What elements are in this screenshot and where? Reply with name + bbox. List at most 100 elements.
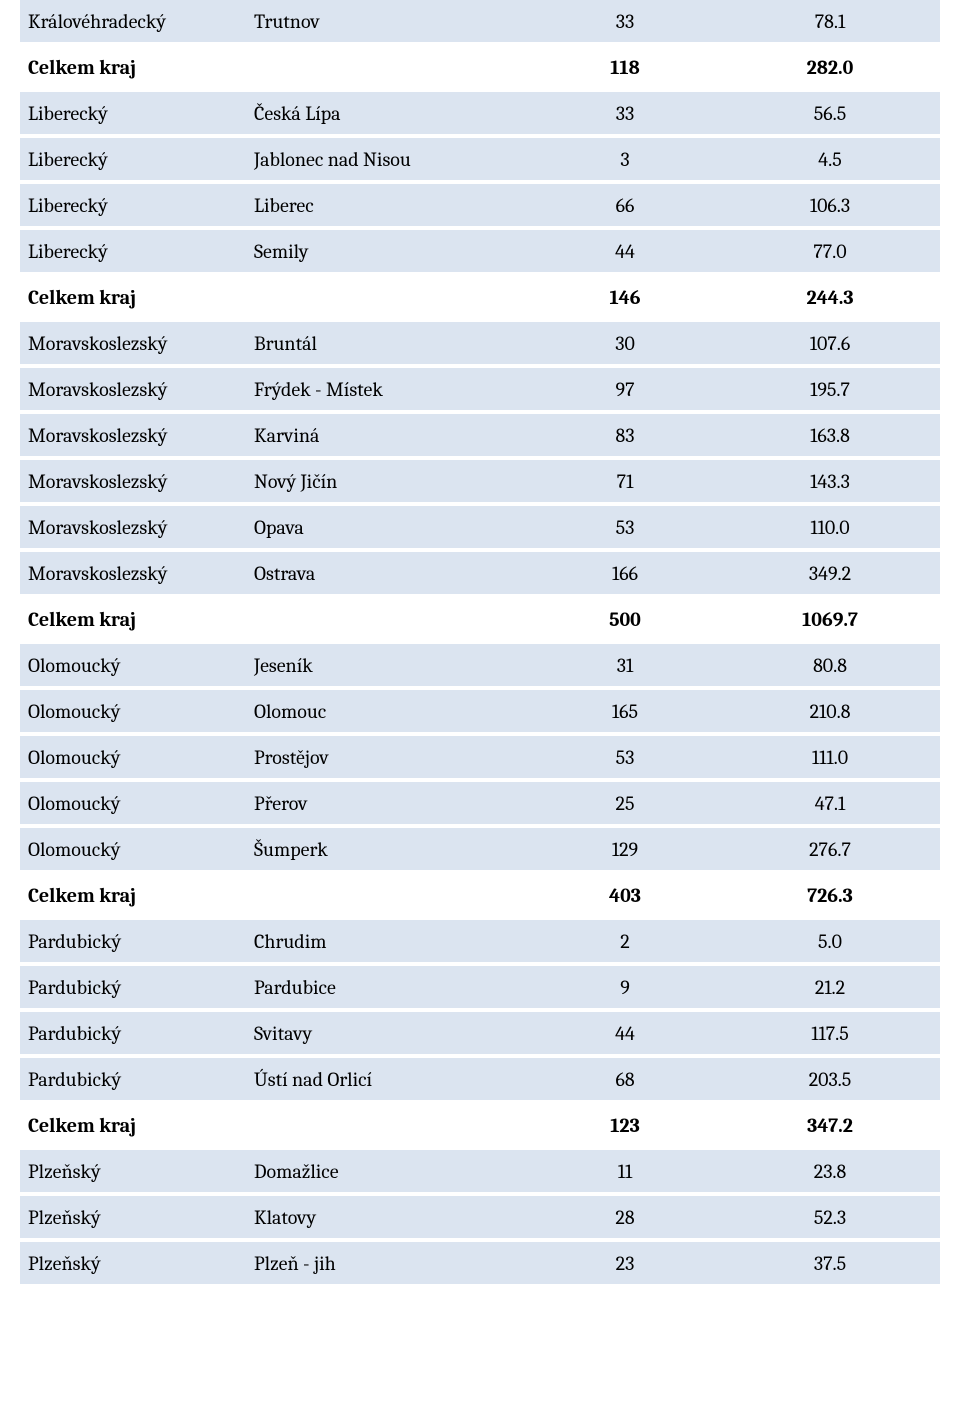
- cell-value-1: 53: [530, 516, 720, 539]
- cell-value-2: 110.0: [720, 516, 940, 539]
- cell-district: Frýdek - Místek: [250, 378, 530, 401]
- table-row: LibereckýČeská Lípa3356.5: [20, 92, 940, 134]
- table-total-row: Celkem kraj403726.3: [20, 874, 940, 916]
- cell-region: Liberecký: [20, 102, 250, 125]
- table-row: PardubickýChrudim25.0: [20, 920, 940, 962]
- cell-region: Liberecký: [20, 148, 250, 171]
- cell-region: Pardubický: [20, 930, 250, 953]
- data-table: KrálovéhradeckýTrutnov3378.1 Celkem kraj 1…: [20, 0, 940, 1284]
- cell-value-2: 21.2: [720, 976, 940, 999]
- cell-value-2: 4.5: [720, 148, 940, 171]
- cell-value-2: 210.8: [720, 700, 940, 723]
- cell-value-2: 349.2: [720, 562, 940, 585]
- cell-value-2: 106.3: [720, 194, 940, 217]
- cell-district: Jablonec nad Nisou: [250, 148, 530, 171]
- table-row: MoravskoslezskýFrýdek - Místek97195.7: [20, 368, 940, 410]
- cell-value-1: 165: [530, 700, 720, 723]
- cell-total-2: 726.3: [720, 884, 940, 907]
- cell-district: Chrudim: [250, 930, 530, 953]
- cell-total-2: 282.0: [720, 56, 940, 79]
- cell-value-1: 11: [530, 1160, 720, 1183]
- cell-value-1: 68: [530, 1068, 720, 1091]
- cell-district: Prostějov: [250, 746, 530, 769]
- cell-value-2: 111.0: [720, 746, 940, 769]
- cell-region: Olomoucký: [20, 838, 250, 861]
- cell-value-1: 33: [530, 10, 720, 33]
- cell-district: Plzeň - jih: [250, 1252, 530, 1275]
- cell-district: Šumperk: [250, 838, 530, 861]
- table-row: PlzeňskýKlatovy2852.3: [20, 1196, 940, 1238]
- cell-district: Opava: [250, 516, 530, 539]
- cell-total-2: 1069.7: [720, 608, 940, 631]
- cell-region: Olomoucký: [20, 792, 250, 815]
- table-row: PlzeňskýPlzeň - jih2337.5: [20, 1242, 940, 1284]
- cell-total-1: 403: [530, 884, 720, 907]
- cell-total-label: Celkem kraj: [20, 608, 250, 631]
- cell-district: Semily: [250, 240, 530, 263]
- cell-district: Pardubice: [250, 976, 530, 999]
- table-row: PardubickýPardubice921.2: [20, 966, 940, 1008]
- table-total-row: Celkem kraj 118282.0: [20, 46, 940, 88]
- cell-district: Karviná: [250, 424, 530, 447]
- cell-region: Moravskoslezský: [20, 332, 250, 355]
- cell-value-2: 143.3: [720, 470, 940, 493]
- table-row: LibereckýSemily4477.0: [20, 230, 940, 272]
- table-row: OlomouckýPřerov2547.1: [20, 782, 940, 824]
- cell-region: Moravskoslezský: [20, 562, 250, 585]
- cell-total-2: 244.3: [720, 286, 940, 309]
- cell-total-label: Celkem kraj: [20, 56, 250, 79]
- cell-value-1: 28: [530, 1206, 720, 1229]
- table-row: MoravskoslezskýOstrava166349.2: [20, 552, 940, 594]
- cell-total-label: Celkem kraj: [20, 1114, 250, 1137]
- cell-region: Plzeňský: [20, 1160, 250, 1183]
- cell-value-2: 80.8: [720, 654, 940, 677]
- cell-value-2: 52.3: [720, 1206, 940, 1229]
- cell-district: Nový Jičín: [250, 470, 530, 493]
- cell-value-1: 129: [530, 838, 720, 861]
- cell-value-1: 33: [530, 102, 720, 125]
- cell-value-1: 44: [530, 240, 720, 263]
- table-row: MoravskoslezskýOpava53110.0: [20, 506, 940, 548]
- cell-region: Pardubický: [20, 1068, 250, 1091]
- cell-district: Olomouc: [250, 700, 530, 723]
- table-row: MoravskoslezskýBruntál30107.6: [20, 322, 940, 364]
- cell-region: Královéhradecký: [20, 10, 250, 33]
- cell-district: Liberec: [250, 194, 530, 217]
- cell-total-label: Celkem kraj: [20, 286, 250, 309]
- cell-district: Klatovy: [250, 1206, 530, 1229]
- table-total-row: Celkem kraj5001069.7: [20, 598, 940, 640]
- cell-value-2: 37.5: [720, 1252, 940, 1275]
- cell-region: Olomoucký: [20, 654, 250, 677]
- cell-district: Česká Lípa: [250, 102, 530, 125]
- cell-district: Ostrava: [250, 562, 530, 585]
- cell-region: Pardubický: [20, 976, 250, 999]
- cell-region: Liberecký: [20, 194, 250, 217]
- cell-total-1: 123: [530, 1114, 720, 1137]
- cell-value-1: 23: [530, 1252, 720, 1275]
- cell-region: Moravskoslezský: [20, 378, 250, 401]
- cell-total-1: 146: [530, 286, 720, 309]
- table-row: PlzeňskýDomažlice1123.8: [20, 1150, 940, 1192]
- table-row: OlomouckýOlomouc165210.8: [20, 690, 940, 732]
- table-total-row: Celkem kraj 123347.2: [20, 1104, 940, 1146]
- cell-value-1: 97: [530, 378, 720, 401]
- cell-district: Svitavy: [250, 1022, 530, 1045]
- cell-value-1: 83: [530, 424, 720, 447]
- cell-value-2: 5.0: [720, 930, 940, 953]
- cell-region: Moravskoslezský: [20, 516, 250, 539]
- cell-region: Olomoucký: [20, 746, 250, 769]
- cell-value-2: 56.5: [720, 102, 940, 125]
- table-row: MoravskoslezskýKarviná83163.8: [20, 414, 940, 456]
- table-row: KrálovéhradeckýTrutnov3378.1: [20, 0, 940, 42]
- table-row: MoravskoslezskýNový Jičín71143.3: [20, 460, 940, 502]
- cell-value-1: 66: [530, 194, 720, 217]
- cell-total-1: 118: [530, 56, 720, 79]
- cell-district: Ústí nad Orlicí: [250, 1068, 530, 1091]
- cell-district: Přerov: [250, 792, 530, 815]
- table-total-row: Celkem kraj 146244.3: [20, 276, 940, 318]
- cell-value-1: 3: [530, 148, 720, 171]
- cell-total-2: 347.2: [720, 1114, 940, 1137]
- cell-district: Domažlice: [250, 1160, 530, 1183]
- cell-district: Bruntál: [250, 332, 530, 355]
- cell-value-1: 31: [530, 654, 720, 677]
